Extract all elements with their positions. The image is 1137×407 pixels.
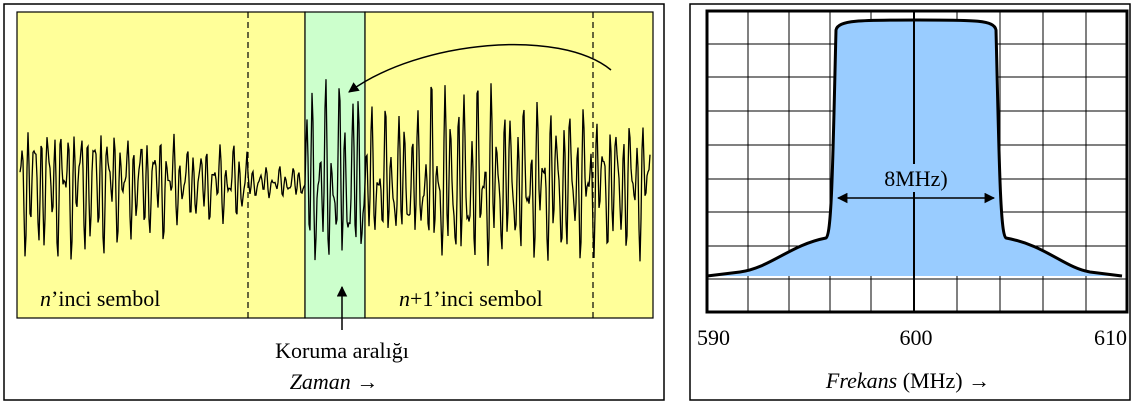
right-arrow-icon: → — [968, 368, 990, 393]
time-domain-panel: n’inci sembol n+1’inci sembol Koruma ara… — [3, 3, 665, 401]
guard-interval-region — [304, 11, 366, 319]
bandwidth-label: 8MHz) — [884, 166, 948, 191]
frequency-axis-label: Frekans (MHz) → — [825, 368, 990, 393]
tick-label-590: 590 — [697, 325, 730, 350]
symbol-n-label: n’inci sembol — [40, 286, 160, 311]
ofdm-waveform — [19, 79, 651, 266]
time-axis-label: Zaman → — [290, 369, 379, 394]
tick-label-610: 610 — [1094, 325, 1127, 350]
guard-interval-label: Koruma aralığı — [275, 338, 409, 363]
cyclic-prefix-copy-arrow — [348, 43, 612, 93]
spectrum-plot-frame — [705, 9, 1129, 314]
symbol-n1-label: n+1’inci sembol — [399, 286, 543, 311]
spectrum-curve — [706, 18, 1123, 278]
bandwidth-label-bg — [868, 164, 964, 192]
right-arrow-icon: → — [356, 369, 378, 394]
tick-label-600: 600 — [900, 325, 933, 350]
frequency-domain-panel: 8MHz) 590 600 610 Frekans (MHz) → — [689, 3, 1131, 401]
